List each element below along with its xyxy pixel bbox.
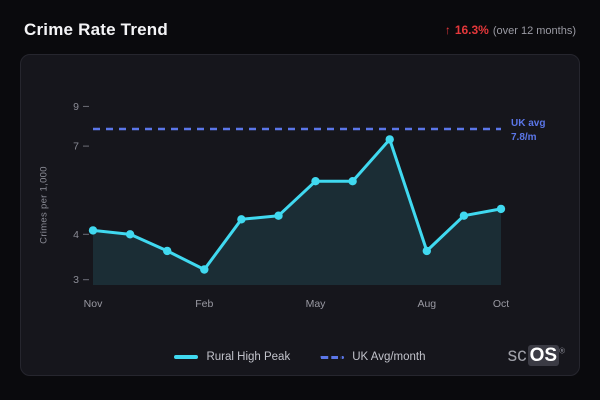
area-fill [93,139,501,285]
page-title: Crime Rate Trend [24,20,168,39]
data-point-marker [163,246,172,256]
trend-period: (over 12 months) [492,25,576,37]
y-axis-label: Crimes per 1,000 [38,166,50,244]
uk-avg-annotation: UK avg [511,118,545,129]
legend-item-rural-high-peak[interactable]: Rural High Peak [174,351,290,363]
data-point-marker [200,265,209,274]
x-tick-label: May [306,298,327,310]
data-point-marker [422,246,431,256]
x-tick-label: Oct [493,298,509,310]
brand-logo: sc OS ® [508,345,565,367]
legend-item-uk-avg[interactable]: UK Avg/month [320,351,426,363]
header: Crime Rate Trend ↑ 16.3% (over 12 months… [20,18,580,54]
trend-value: 16.3% [454,23,489,37]
data-point-marker [348,177,357,186]
y-tick-label: 4 [73,229,79,241]
legend-label: UK Avg/month [352,351,426,363]
line-chart[interactable]: 3 4 7 9 Nov Feb May Aug Oct UK avg 7.8/m [23,67,579,319]
trend-up-arrow-icon: ↑ [444,23,451,37]
data-point-marker [274,211,283,220]
legend: Rural High Peak UK Avg/month [21,351,579,363]
y-tick-label: 7 [73,141,79,153]
data-point-marker [459,211,469,220]
x-tick-label: Nov [84,298,103,310]
data-point-marker [385,135,394,144]
dashed-line-swatch-icon [320,355,345,359]
y-tick-label: 9 [73,101,79,113]
data-point-marker [311,177,320,186]
uk-avg-annotation-value: 7.8/m [511,132,537,143]
brand-suffix: OS [527,345,560,366]
solid-line-swatch-icon [174,355,199,359]
y-tick-label: 3 [73,274,79,286]
data-point-marker [496,204,506,214]
data-point-marker [237,215,246,224]
brand-prefix: sc [507,345,527,366]
legend-label: Rural High Peak [206,351,291,363]
registered-mark: ® [559,346,565,356]
crime-trend-line [91,137,503,271]
x-tick-label: Feb [195,298,213,310]
line-chart-svg: 3 4 7 9 Nov Feb May Aug Oct UK avg 7.8/m [73,101,545,310]
data-point-marker [88,226,98,235]
data-point-marker [125,230,135,239]
trend-indicator: ↑ 16.3% (over 12 months) [445,23,576,37]
chart-card: Crimes per 1,000 3 4 7 9 Nov Feb May Aug Oct UK a… [20,54,580,376]
x-tick-label: Aug [417,298,436,310]
